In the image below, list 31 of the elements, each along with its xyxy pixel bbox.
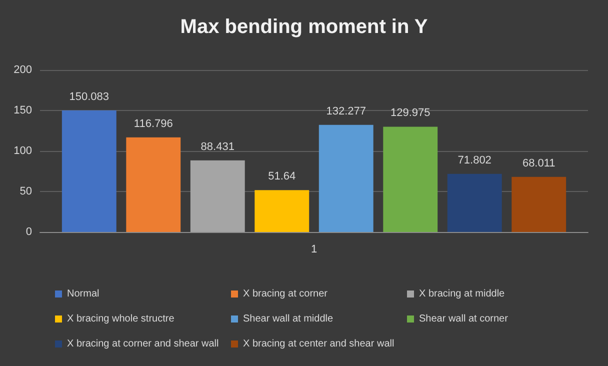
chart-title: Max bending moment in Y	[180, 16, 428, 38]
y-tick-label: 0	[26, 226, 32, 238]
data-label: 68.011	[522, 157, 556, 170]
y-tick-label: 200	[14, 64, 32, 76]
bar	[318, 124, 374, 232]
bar	[512, 176, 566, 232]
data-label: 150.083	[69, 90, 110, 103]
y-tick-label: 100	[14, 145, 32, 157]
y-tick-label: 50	[20, 186, 32, 198]
bar	[62, 110, 116, 232]
y-tick-label: 150	[14, 104, 32, 116]
legend-label: Shear wall at corner	[419, 314, 509, 324]
legend-label: Shear wall at middle	[243, 314, 334, 324]
x-tick-label: 1	[310, 244, 318, 256]
bar	[254, 190, 310, 232]
legend-label: X bracing at center and shear wall	[243, 338, 394, 350]
data-label: 71.802	[458, 154, 492, 166]
legend-label: X bracing whole structre	[67, 314, 175, 324]
bar	[447, 174, 502, 232]
data-label: 88.431	[200, 140, 234, 153]
data-label: 132.277	[326, 105, 366, 118]
data-label: 51.64	[268, 170, 296, 183]
legend-label: Normal	[67, 288, 100, 300]
data-label: 129.975	[390, 107, 430, 120]
data-label: 116.796	[134, 118, 173, 130]
bar	[126, 137, 181, 232]
bar	[190, 160, 245, 232]
legend-label: X bracing at corner and shear wall	[67, 338, 219, 350]
legend-label: X bracing at corner	[243, 288, 328, 300]
bar	[383, 126, 438, 232]
legend-label: X bracing at middle	[419, 288, 506, 300]
